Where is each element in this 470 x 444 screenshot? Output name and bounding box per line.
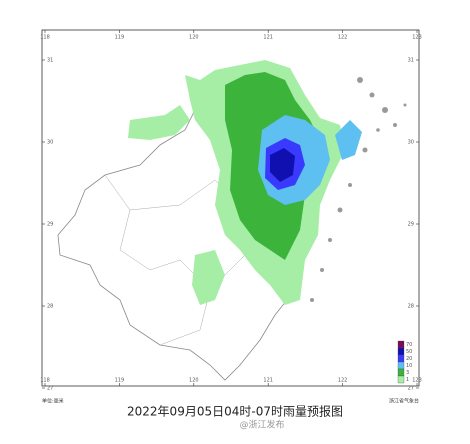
legend-swatch: [397, 375, 405, 384]
lon-tick-label: 121: [263, 378, 273, 384]
legend-label: 50: [406, 349, 412, 355]
lon-tick-label: 122: [338, 35, 348, 41]
legend-label: 20: [406, 356, 412, 362]
lon-tick-label: 121: [263, 35, 273, 41]
lon-tick-label: 118: [40, 378, 50, 384]
lon-tick-label: 122: [338, 378, 348, 384]
county-lines: [104, 174, 211, 346]
rain-area-high: [335, 120, 362, 160]
lon-tick-label: 119: [115, 378, 125, 384]
legend-swatch: [397, 354, 405, 363]
map-layers: [57, 60, 407, 381]
map-title: 2022年09月05日04时-07时雨量预报图: [127, 404, 343, 419]
lat-tick-label: 28: [47, 304, 53, 310]
lat-tick-label: 28: [408, 304, 414, 310]
legend-swatch: [397, 347, 405, 356]
unit-label: 单位:毫米: [42, 398, 64, 405]
legend-label: 3: [406, 370, 409, 376]
rain-area-light: [192, 250, 225, 305]
lon-tick-label: 120: [189, 378, 199, 384]
lat-tick-label: 30: [408, 140, 414, 146]
lat-tick-label: 29: [408, 222, 414, 228]
islands: [310, 77, 407, 302]
legend-swatch: [397, 361, 405, 370]
legend-swatch: [397, 368, 405, 377]
source-label: 浙江省气象台: [389, 398, 419, 405]
watermark: @浙江发布: [239, 419, 284, 431]
legend-label: 1: [406, 377, 409, 383]
lon-tick-label: 119: [115, 35, 125, 41]
lat-tick-label: 31: [408, 58, 414, 64]
rain-area-heaviest: [270, 148, 295, 182]
lon-tick-label: 123: [412, 378, 422, 384]
lat-tick-label: 31: [47, 58, 53, 64]
lat-tick-label: 27: [408, 386, 414, 392]
legend-label: 10: [406, 363, 412, 369]
lon-tick-label: 118: [40, 35, 50, 41]
lat-tick-label: 29: [47, 222, 53, 228]
lat-tick-label: 30: [47, 140, 53, 146]
lon-tick-label: 120: [189, 35, 199, 41]
rain-area-light: [128, 105, 190, 140]
legend-swatch: [397, 340, 405, 349]
lon-tick-label: 123: [412, 35, 422, 41]
lat-tick-label: 27: [47, 386, 53, 392]
legend-label: 70: [406, 342, 412, 348]
